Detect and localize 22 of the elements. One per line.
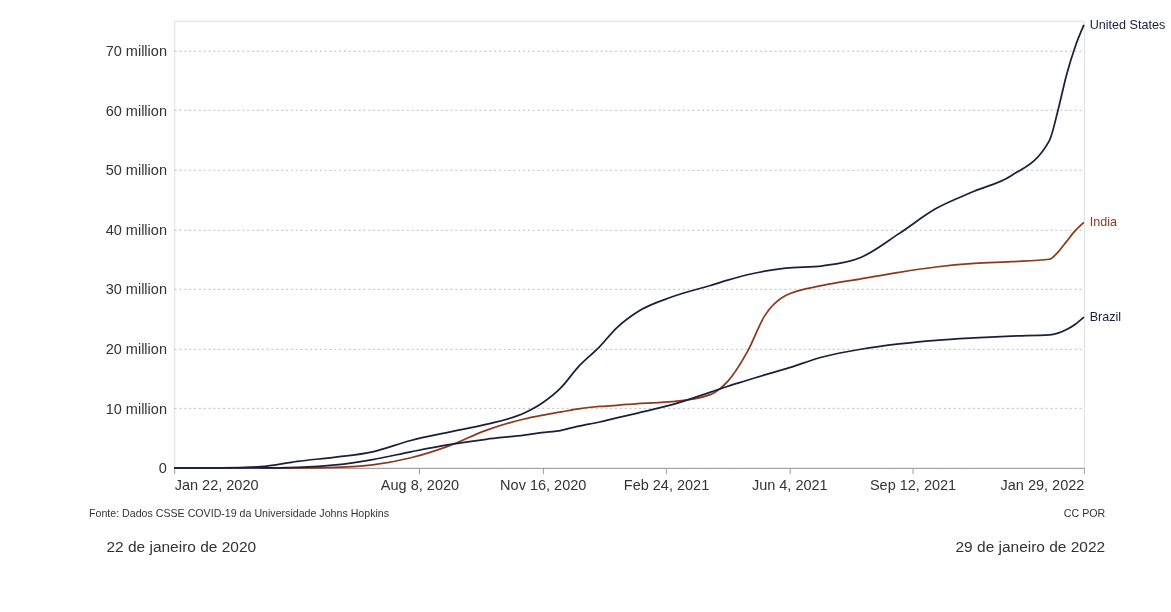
x-tick-label: Sep 12, 2021 xyxy=(869,476,957,493)
y-tick-label: 40 million xyxy=(105,221,167,238)
x-tick-label: Jan 29, 2022 xyxy=(1000,476,1085,493)
y-tick-label: 50 million xyxy=(105,162,167,179)
y-tick-label: 0 xyxy=(158,460,167,477)
series-label: Brazil xyxy=(1089,309,1122,324)
x-tick-label: Feb 24, 2021 xyxy=(623,476,710,493)
y-tick-label: 20 million xyxy=(105,340,167,357)
x-tick-label: Nov 16, 2020 xyxy=(500,476,587,493)
text: 29 de janeiro de 2022 xyxy=(955,538,1106,556)
y-tick-label: 30 million xyxy=(105,281,167,298)
text: CC POR xyxy=(1063,507,1106,520)
series-label: United States xyxy=(1089,17,1166,32)
text: 22 de janeiro de 2020 xyxy=(106,538,257,556)
y-tick-label: 60 million xyxy=(105,102,167,119)
source-note: Fonte: Dados CSSE COVID-19 da Universidade Johns Hopkins xyxy=(89,507,390,520)
x-tick-label: Jan 22, 2020 xyxy=(174,476,259,493)
y-tick-label: 70 million xyxy=(105,42,167,59)
y-tick-label: 10 million xyxy=(105,400,167,417)
series-label: India xyxy=(1089,215,1117,230)
x-tick-label: Aug 8, 2020 xyxy=(380,476,460,493)
x-tick-label: Jun 4, 2021 xyxy=(751,476,828,493)
